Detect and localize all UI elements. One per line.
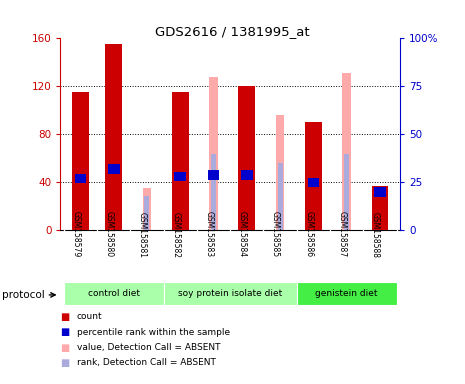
Text: GDS2616 / 1381995_at: GDS2616 / 1381995_at	[155, 25, 310, 38]
Text: percentile rank within the sample: percentile rank within the sample	[77, 328, 230, 337]
Bar	[174, 172, 186, 181]
Text: value, Detection Call = ABSENT: value, Detection Call = ABSENT	[77, 343, 220, 352]
Bar	[241, 170, 252, 179]
Text: GSM158587: GSM158587	[338, 212, 346, 258]
Text: ■: ■	[60, 358, 70, 368]
Text: ■: ■	[60, 327, 70, 337]
Bar	[209, 77, 218, 230]
Bar	[305, 122, 322, 230]
Bar	[307, 177, 319, 187]
Bar	[106, 45, 122, 230]
Text: count: count	[77, 312, 102, 321]
Text: GSM158586: GSM158586	[305, 212, 313, 258]
Bar	[343, 73, 351, 230]
Bar	[172, 93, 189, 230]
Text: ■: ■	[60, 312, 70, 322]
Text: GSM158585: GSM158585	[271, 212, 280, 258]
Text: protocol: protocol	[2, 290, 45, 300]
Bar	[376, 192, 384, 230]
Bar	[372, 186, 388, 230]
Text: GSM158582: GSM158582	[171, 212, 180, 258]
Bar	[72, 93, 89, 230]
Bar	[145, 196, 149, 230]
Bar	[64, 282, 164, 305]
Text: GSM158580: GSM158580	[105, 212, 114, 258]
Bar	[374, 187, 386, 197]
Bar	[211, 154, 216, 230]
Bar	[74, 174, 86, 183]
Bar	[297, 282, 397, 305]
Bar	[108, 164, 120, 174]
Bar	[344, 154, 349, 230]
Bar	[164, 282, 297, 305]
Bar	[278, 163, 283, 230]
Bar	[143, 188, 151, 230]
Text: ■: ■	[60, 343, 70, 353]
Text: rank, Detection Call = ABSENT: rank, Detection Call = ABSENT	[77, 358, 216, 367]
Text: GSM158584: GSM158584	[238, 212, 247, 258]
Text: genistein diet: genistein diet	[315, 289, 378, 298]
Bar	[239, 86, 255, 230]
Text: GSM158588: GSM158588	[371, 212, 380, 258]
Text: control diet: control diet	[88, 289, 140, 298]
Text: soy protein isolate diet: soy protein isolate diet	[178, 289, 282, 298]
Text: GSM158581: GSM158581	[138, 212, 147, 258]
Bar	[276, 115, 284, 230]
Text: GSM158583: GSM158583	[205, 212, 213, 258]
Text: GSM158579: GSM158579	[72, 212, 80, 258]
Bar	[208, 170, 219, 179]
